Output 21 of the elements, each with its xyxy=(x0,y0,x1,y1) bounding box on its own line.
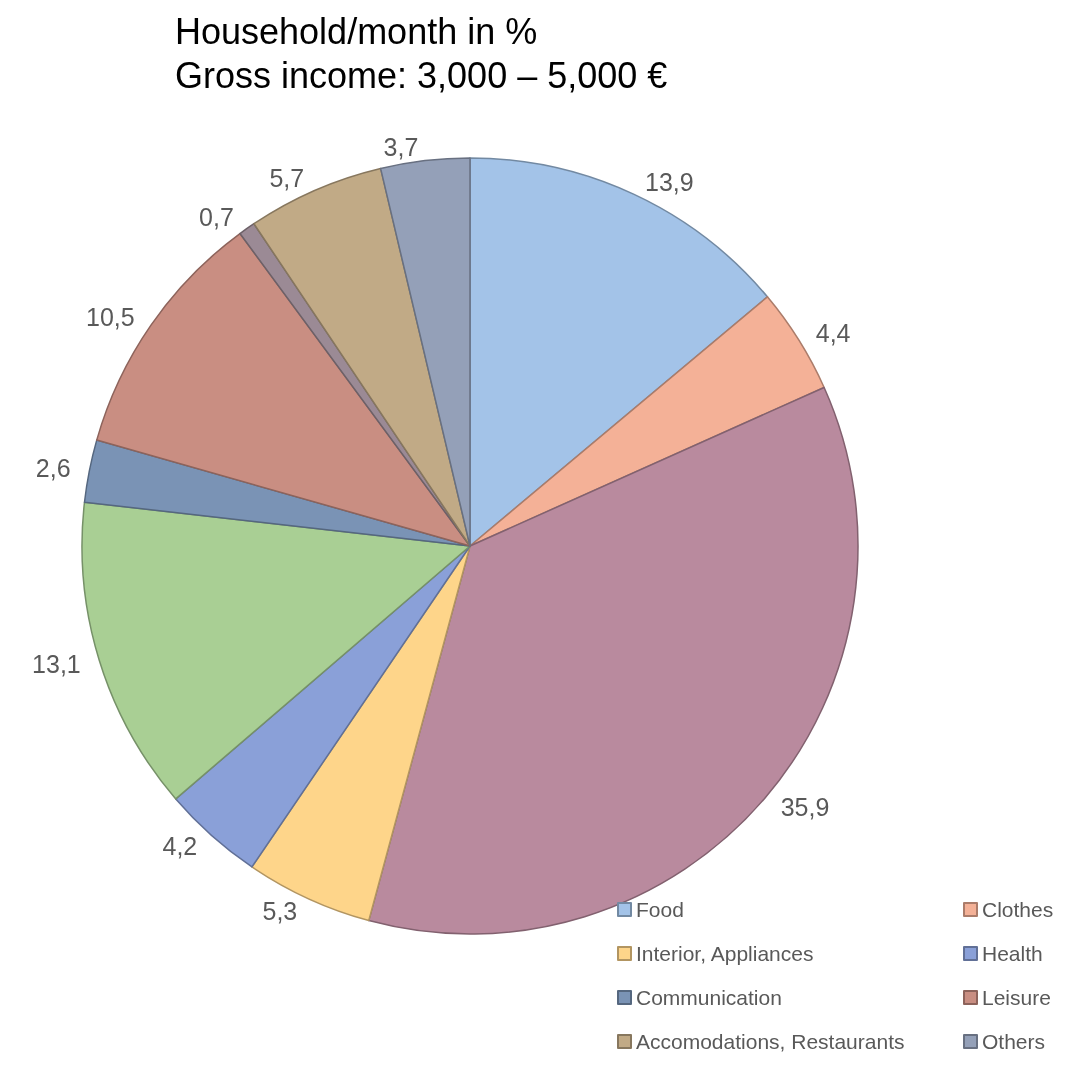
legend-label: Leisure xyxy=(982,986,1051,1009)
legend-label: Food xyxy=(636,898,684,921)
data-label: 35,9 xyxy=(780,793,830,822)
legend-label: Communication xyxy=(636,986,782,1009)
legend-label: Others xyxy=(982,1030,1046,1053)
legend-label: Health xyxy=(982,942,1043,965)
legend-label: Accomodations, Restaurants xyxy=(636,1030,905,1053)
data-label: 0,7 xyxy=(199,203,234,232)
legend-label: Clothes xyxy=(982,898,1054,921)
data-label: 2,6 xyxy=(35,454,71,483)
data-label: 13,9 xyxy=(645,167,694,196)
chart-title: Household/month in % xyxy=(175,10,538,52)
chart-subtitle: Gross income: 3,000 – 5,000 € xyxy=(175,54,668,96)
data-label: 4,4 xyxy=(815,318,851,347)
legend-label: Interior, Appliances xyxy=(636,942,814,965)
data-label: 4,2 xyxy=(162,831,198,860)
data-label: 10,5 xyxy=(85,302,135,331)
data-label: 13,1 xyxy=(32,650,81,679)
data-label: 5,7 xyxy=(269,163,305,192)
data-label: 5,3 xyxy=(262,897,298,926)
data-label: 3,7 xyxy=(383,132,419,161)
